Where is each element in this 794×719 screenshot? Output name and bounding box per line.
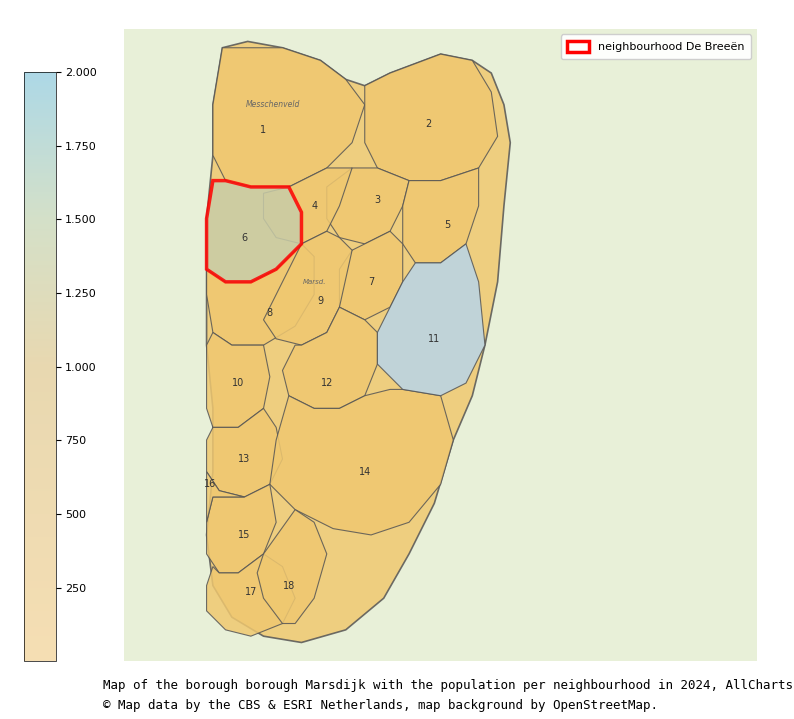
Text: 8: 8	[267, 308, 273, 319]
Text: 2: 2	[425, 119, 431, 129]
FancyBboxPatch shape	[125, 29, 757, 661]
Polygon shape	[283, 307, 377, 408]
Text: 14: 14	[359, 467, 371, 477]
Text: 5: 5	[444, 220, 450, 230]
Polygon shape	[339, 232, 403, 320]
Text: 4: 4	[311, 201, 317, 211]
Text: 17: 17	[245, 587, 257, 597]
Text: Marsd.: Marsd.	[303, 279, 326, 285]
Polygon shape	[206, 332, 270, 427]
Legend: neighbourhood De Breeën: neighbourhood De Breeën	[561, 35, 751, 59]
Polygon shape	[206, 42, 511, 643]
Text: 12: 12	[321, 378, 333, 388]
Text: 10: 10	[232, 378, 245, 388]
Polygon shape	[403, 168, 479, 263]
Polygon shape	[327, 168, 409, 244]
Text: © Map data by the CBS & ESRI Netherlands, map background by OpenStreetMap.: © Map data by the CBS & ESRI Netherlands…	[103, 699, 658, 712]
Text: Messchenveld: Messchenveld	[246, 100, 300, 109]
Text: 6: 6	[241, 232, 248, 242]
Polygon shape	[257, 510, 327, 623]
Text: Map of the borough borough Marsdijk with the population per neighbourhood in 202: Map of the borough borough Marsdijk with…	[103, 679, 794, 692]
Polygon shape	[377, 244, 485, 395]
Polygon shape	[213, 47, 364, 187]
Polygon shape	[206, 472, 245, 522]
Text: 13: 13	[238, 454, 251, 464]
Polygon shape	[364, 54, 498, 180]
Text: 11: 11	[428, 334, 441, 344]
Polygon shape	[206, 180, 302, 282]
Text: 1: 1	[260, 125, 267, 135]
Polygon shape	[206, 244, 314, 345]
Polygon shape	[264, 168, 352, 244]
Text: 3: 3	[374, 195, 380, 205]
Text: 15: 15	[238, 530, 251, 540]
Polygon shape	[264, 232, 352, 345]
Polygon shape	[206, 408, 283, 497]
Text: 18: 18	[283, 580, 295, 590]
Text: 16: 16	[203, 480, 216, 490]
Polygon shape	[206, 554, 295, 636]
Polygon shape	[270, 390, 453, 535]
Text: 9: 9	[318, 296, 323, 306]
Polygon shape	[206, 485, 276, 573]
Text: 7: 7	[368, 277, 374, 287]
